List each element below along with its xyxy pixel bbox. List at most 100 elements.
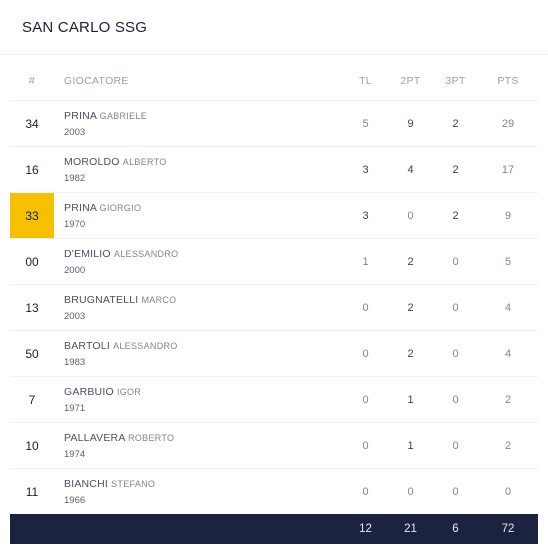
table-body: 34 PRINA GABRIELE 2003 5 9 2 29 16 MOROLDO ALBER… — [10, 101, 538, 515]
stat-tl: 3 — [362, 163, 369, 176]
stat-pts: 2 — [504, 393, 512, 406]
player-name[interactable]: BRUGNATELLI MARCO — [64, 294, 343, 306]
player-name[interactable]: BARTOLI ALESSANDRO — [64, 340, 343, 352]
stat-3pt: 0 — [452, 301, 459, 314]
stat-3pt: 0 — [452, 485, 459, 498]
stat-pts: 9 — [504, 209, 512, 222]
player-name[interactable]: PRINA GABRIELE — [64, 110, 343, 122]
col-player: GIOCATORE — [64, 75, 129, 87]
player-last-name: PALLAVERA — [64, 431, 125, 444]
jersey-number: 7 — [28, 392, 36, 407]
stat-pts: 17 — [501, 163, 515, 176]
stat-3pt: 0 — [452, 255, 459, 268]
player-birth-year: 1983 — [64, 356, 86, 368]
stat-tl: 0 — [362, 393, 369, 406]
player-last-name: PRINA — [64, 109, 97, 122]
player-birth-year: 1966 — [64, 494, 86, 506]
player-cell[interactable]: GARBUIO IGOR 1971 — [54, 386, 343, 414]
player-cell[interactable]: D'EMILIO ALESSANDRO 2000 — [54, 248, 343, 276]
player-cell[interactable]: MOROLDO ALBERTO 1982 — [54, 156, 343, 184]
table-row[interactable]: 00 D'EMILIO ALESSANDRO 2000 1 2 0 5 — [10, 239, 538, 285]
player-first-name: IGOR — [116, 386, 142, 397]
stat-2pt: 1 — [407, 393, 414, 406]
stat-pts: 29 — [501, 117, 515, 130]
stat-3pt: 0 — [452, 393, 459, 406]
player-name[interactable]: BIANCHI STEFANO — [64, 478, 343, 490]
stat-3pt: 0 — [452, 439, 459, 452]
player-name[interactable]: PALLAVERA ROBERTO — [64, 432, 343, 444]
player-name[interactable]: D'EMILIO ALESSANDRO — [64, 248, 343, 260]
jersey-number: 33 — [10, 193, 54, 238]
player-cell[interactable]: PRINA GABRIELE 2003 — [54, 110, 343, 138]
table-row[interactable]: 10 PALLAVERA ROBERTO 1974 0 1 0 2 — [10, 423, 538, 469]
stat-tl: 0 — [362, 347, 369, 360]
player-name[interactable]: MOROLDO ALBERTO — [64, 156, 343, 168]
stat-pts: 0 — [504, 485, 512, 498]
player-cell[interactable]: BARTOLI ALESSANDRO 1983 — [54, 340, 343, 368]
team-title: SAN CARLO SSG — [22, 18, 148, 36]
player-birth-year: 1974 — [64, 448, 86, 460]
stat-tl: 1 — [362, 255, 369, 268]
player-last-name: D'EMILIO — [64, 247, 111, 260]
player-cell[interactable]: PRINA GIORGIO 1970 — [54, 202, 343, 230]
jersey-number: 11 — [25, 484, 39, 499]
stat-2pt: 2 — [407, 347, 414, 360]
stat-2pt: 4 — [407, 163, 414, 176]
table-header: # GIOCATORE TL 2PT 3PT PTS — [10, 62, 538, 101]
player-last-name: MOROLDO — [64, 155, 120, 168]
player-name[interactable]: GARBUIO IGOR — [64, 386, 343, 398]
table-row[interactable]: 7 GARBUIO IGOR 1971 0 1 0 2 — [10, 377, 538, 423]
jersey-number: 16 — [25, 162, 39, 177]
player-first-name: MARCO — [141, 294, 177, 305]
col-2pt: 2PT — [400, 75, 421, 87]
total-2pt: 21 — [404, 523, 417, 535]
stat-tl: 0 — [362, 485, 369, 498]
player-cell[interactable]: PALLAVERA ROBERTO 1974 — [54, 432, 343, 460]
table-row[interactable]: 13 BRUGNATELLI MARCO 2003 0 2 0 4 — [10, 285, 538, 331]
stat-2pt: 9 — [407, 117, 414, 130]
card-header: SAN CARLO SSG — [0, 0, 548, 55]
player-birth-year: 1971 — [64, 402, 86, 414]
stat-3pt: 2 — [452, 209, 459, 222]
total-3pt: 6 — [452, 523, 459, 535]
player-last-name: BRUGNATELLI — [64, 293, 139, 306]
player-name[interactable]: PRINA GIORGIO — [64, 202, 343, 214]
player-birth-year: 1982 — [64, 172, 86, 184]
player-birth-year: 2003 — [64, 126, 86, 138]
col-number: # — [28, 75, 36, 87]
table-row[interactable]: 34 PRINA GABRIELE 2003 5 9 2 29 — [10, 101, 538, 147]
stat-2pt: 2 — [407, 255, 414, 268]
table-row[interactable]: 50 BARTOLI ALESSANDRO 1983 0 2 0 4 — [10, 331, 538, 377]
player-cell[interactable]: BRUGNATELLI MARCO 2003 — [54, 294, 343, 322]
player-first-name: ALBERTO — [122, 156, 167, 167]
jersey-number: 13 — [25, 300, 39, 315]
stat-tl: 3 — [362, 209, 369, 222]
jersey-number: 34 — [25, 116, 39, 131]
jersey-number: 50 — [25, 346, 39, 361]
player-last-name: BIANCHI — [64, 477, 108, 490]
player-first-name: ROBERTO — [128, 432, 175, 443]
jersey-number: 10 — [25, 438, 39, 453]
stat-tl: 0 — [362, 301, 369, 314]
table-row[interactable]: 11 BIANCHI STEFANO 1966 0 0 0 0 — [10, 469, 538, 515]
player-first-name: STEFANO — [111, 478, 156, 489]
player-last-name: PRINA — [64, 201, 97, 214]
stat-2pt: 1 — [407, 439, 414, 452]
total-tl: 12 — [359, 523, 372, 535]
player-first-name: GIORGIO — [99, 202, 142, 213]
table-row[interactable]: 33 PRINA GIORGIO 1970 3 0 2 9 — [10, 193, 538, 239]
player-first-name: GABRIELE — [99, 110, 148, 121]
player-cell[interactable]: BIANCHI STEFANO 1966 — [54, 478, 343, 506]
player-birth-year: 1970 — [64, 218, 86, 230]
col-3pt: 3PT — [445, 75, 466, 87]
table-row[interactable]: 16 MOROLDO ALBERTO 1982 3 4 2 17 — [10, 147, 538, 193]
jersey-number: 00 — [25, 254, 39, 269]
stat-pts: 4 — [504, 347, 512, 360]
stat-pts: 5 — [504, 255, 512, 268]
stat-tl: 5 — [362, 117, 369, 130]
col-tl: TL — [359, 75, 372, 87]
total-pts: 72 — [501, 523, 515, 535]
stat-3pt: 0 — [452, 347, 459, 360]
player-first-name: ALESSANDRO — [113, 340, 178, 351]
stat-pts: 2 — [504, 439, 512, 452]
